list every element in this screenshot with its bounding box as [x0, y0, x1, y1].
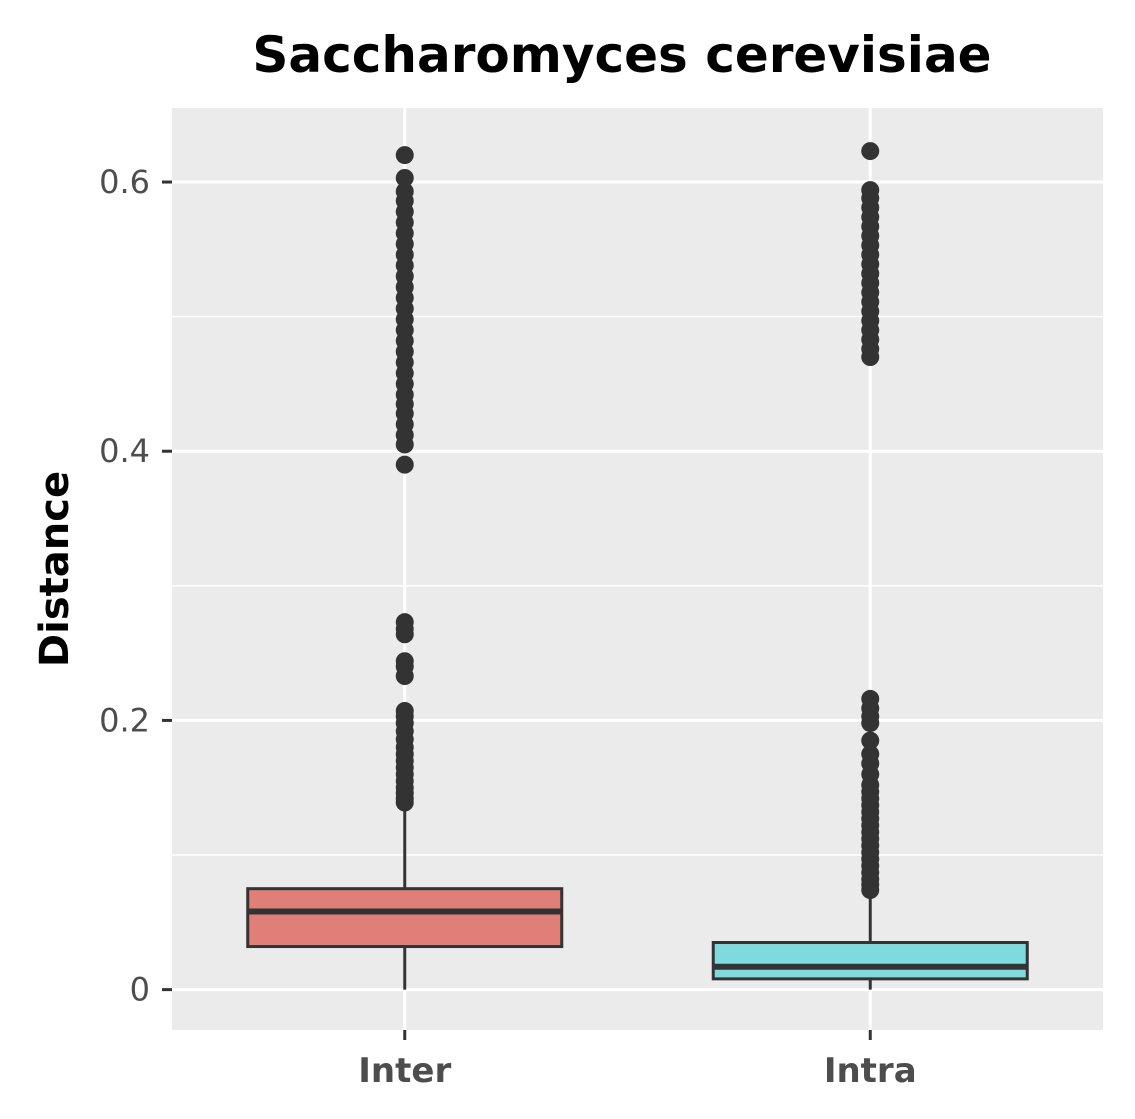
plot-panel [172, 108, 1103, 1030]
x-tick-label: Intra [824, 1051, 917, 1091]
outlier-point [395, 168, 414, 187]
y-tick-label: 0 [130, 971, 150, 1009]
outlier-point [395, 455, 414, 474]
boxplots [246, 142, 1029, 990]
y-tick-label: 0.4 [99, 432, 150, 470]
box [246, 887, 564, 949]
outlier-point [861, 731, 880, 750]
outlier-point [861, 745, 880, 764]
y-axis-label: Distance [32, 471, 78, 667]
boxplot-intra [711, 142, 1029, 990]
outlier-point [861, 181, 880, 200]
outlier-point [395, 702, 414, 721]
outlier-point [861, 142, 880, 161]
outlier-point [395, 182, 414, 201]
box [711, 941, 1029, 981]
x-tick-label: Inter [358, 1051, 451, 1091]
outlier-point [395, 613, 414, 632]
boxplot-inter [246, 146, 564, 990]
outlier-point [395, 652, 414, 671]
chart-title: Saccharomyces cerevisiae [252, 26, 991, 84]
y-tick-label: 0.2 [99, 701, 150, 739]
y-tick-label: 0.6 [99, 163, 150, 201]
outlier-point [861, 689, 880, 708]
axes: 0 0.2 0.4 0.6 Inter Intra [99, 163, 917, 1091]
outlier-point [395, 146, 414, 165]
